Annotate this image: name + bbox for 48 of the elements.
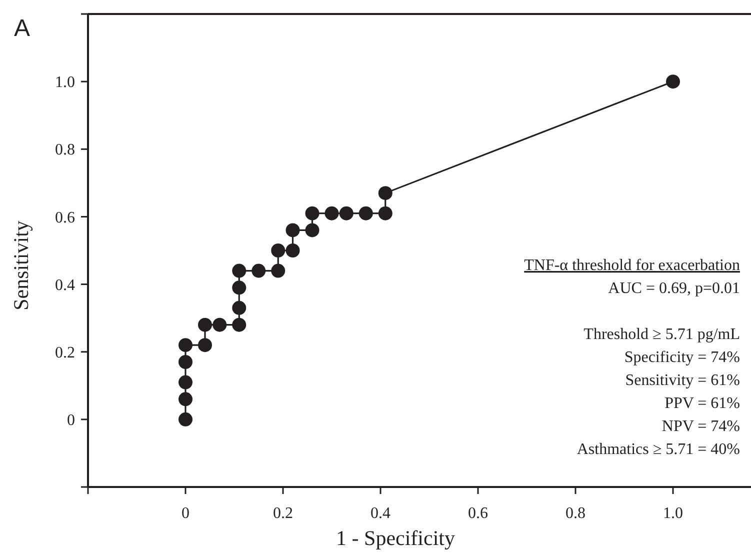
point xyxy=(252,264,266,278)
annotation: Asthmatics ≥ 5.71 = 40% xyxy=(576,441,740,458)
annotation: AUC = 0.69, p=0.01 xyxy=(608,280,740,297)
point xyxy=(271,244,286,258)
x-tick-label: 0.6 xyxy=(468,505,488,522)
x-tick-label: 0.4 xyxy=(370,505,390,522)
point xyxy=(178,338,192,352)
point xyxy=(324,206,339,220)
point xyxy=(271,264,286,278)
y-tick-label: 0.2 xyxy=(55,344,75,362)
point xyxy=(212,318,227,332)
x-tick-label: 0.2 xyxy=(273,505,293,522)
y-tick-label: 0.8 xyxy=(55,142,75,159)
point xyxy=(286,223,300,238)
point xyxy=(305,206,320,220)
point xyxy=(232,318,246,332)
point xyxy=(358,206,373,220)
annotation: Threshold ≥ 5.71 pg/mL xyxy=(584,326,740,343)
point xyxy=(198,318,212,332)
point xyxy=(178,392,192,406)
point xyxy=(286,244,300,258)
point xyxy=(666,74,680,89)
point xyxy=(378,206,392,220)
annotation: NPV = 74% xyxy=(662,418,740,435)
y-tick-label: 0.6 xyxy=(55,209,75,226)
point xyxy=(232,300,246,315)
point xyxy=(378,186,392,200)
y-tick-label: 1.0 xyxy=(55,74,75,92)
point xyxy=(198,338,212,352)
y-axis-title: Sensitivity xyxy=(9,220,33,310)
annotation: Sensitivity = 61% xyxy=(625,372,740,389)
annotation: Specificity = 74% xyxy=(624,349,740,366)
point xyxy=(232,264,246,278)
point xyxy=(339,206,354,220)
y-tick-label: 0.4 xyxy=(55,276,75,294)
annotation: TNF-α threshold for exacerbation xyxy=(524,257,740,274)
x-tick-label: 0.8 xyxy=(566,505,586,522)
point xyxy=(178,354,192,369)
point xyxy=(178,412,192,426)
point xyxy=(305,223,320,238)
y-tick-label: 0 xyxy=(67,412,75,430)
annotation: PPV = 61% xyxy=(664,395,740,412)
point xyxy=(232,280,246,295)
point xyxy=(178,375,192,390)
x-tick-label: 1.0 xyxy=(663,505,683,522)
x-tick-label: 0 xyxy=(182,505,190,522)
chart-title: A xyxy=(14,15,30,42)
x-axis-title: 1 - Specificity xyxy=(336,526,456,550)
